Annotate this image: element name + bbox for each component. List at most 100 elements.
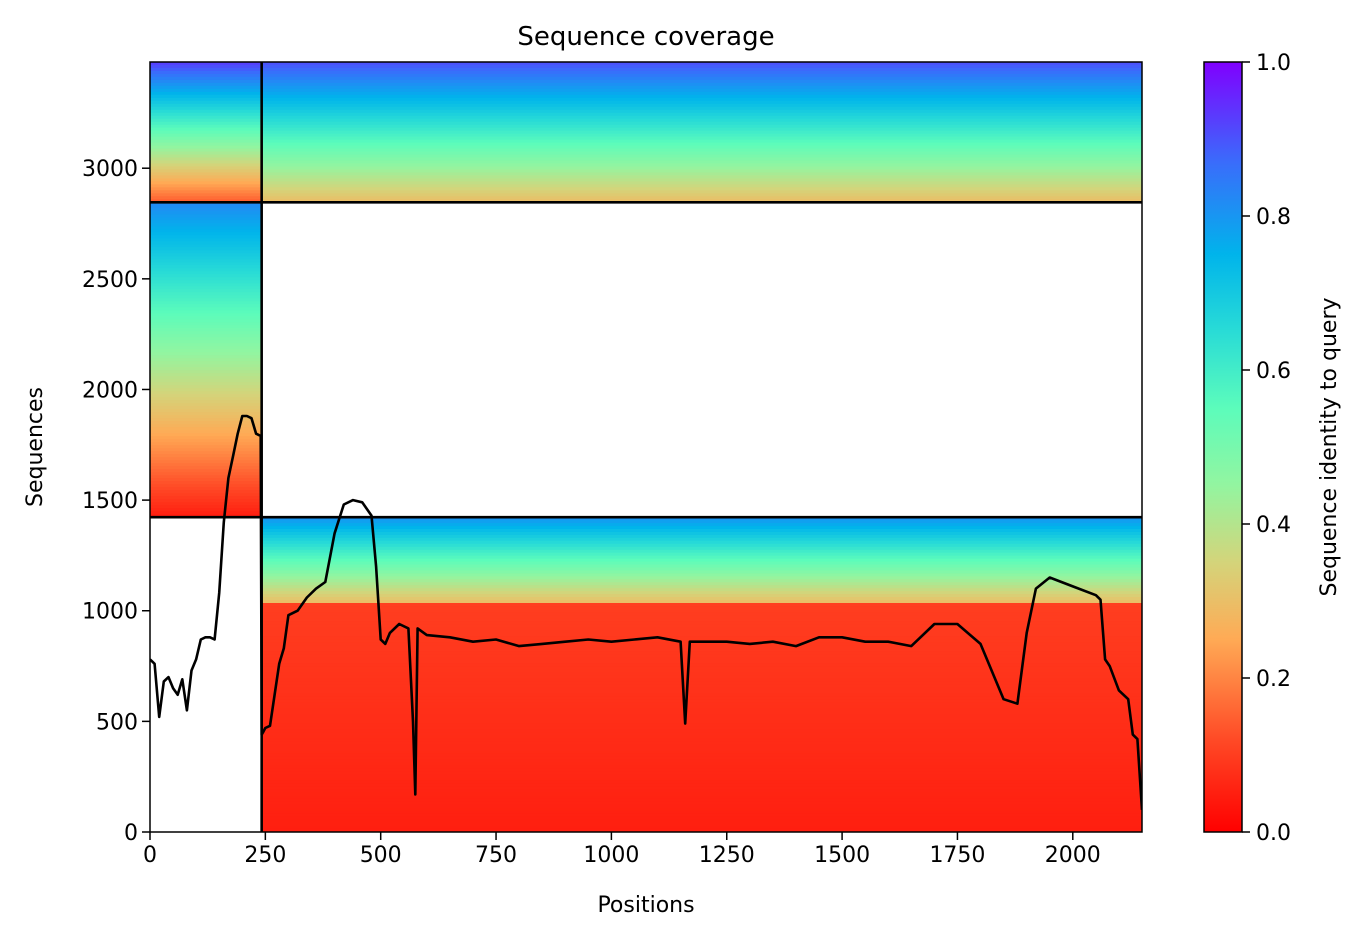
heatmap-band — [150, 76, 262, 81]
heatmap-band — [150, 226, 262, 230]
heatmap-band — [261, 79, 1142, 84]
heatmap-band — [150, 73, 262, 78]
heatmap-band — [150, 271, 262, 275]
heatmap-band — [261, 819, 1142, 824]
heatmap-band — [150, 466, 262, 470]
heatmap-band — [150, 283, 262, 287]
heatmap-band — [261, 663, 1142, 667]
heatmap-band — [261, 750, 1142, 755]
x-tick-label: 1750 — [929, 843, 985, 868]
heatmap-band — [261, 672, 1142, 676]
heatmap-band — [261, 768, 1142, 773]
heatmap-band — [261, 62, 1142, 66]
heatmap-band — [261, 738, 1142, 743]
heatmap-band — [261, 645, 1142, 649]
heatmap-band — [261, 121, 1142, 126]
heatmap-band — [261, 732, 1142, 737]
heatmap-band — [150, 412, 262, 416]
heatmap-band — [150, 394, 262, 398]
heatmap-band — [261, 91, 1142, 96]
heatmap-band — [150, 436, 262, 440]
colorbar: 0.0 0.2 0.4 0.6 0.8 1.0 Sequence identity to … — [1203, 51, 1342, 846]
y-tick-label: 0 — [124, 821, 138, 846]
x-tick-label: 750 — [475, 843, 517, 868]
heatmap-band — [150, 208, 262, 212]
colorbar-ticks: 0.0 0.2 0.4 0.6 0.8 1.0 — [1242, 51, 1291, 846]
heatmap-band — [261, 175, 1142, 180]
heatmap-band — [261, 756, 1142, 761]
heatmap-band — [261, 546, 1142, 551]
heatmap-band — [261, 786, 1142, 791]
heatmap-band — [261, 618, 1142, 622]
heatmap-band — [150, 367, 262, 371]
heatmap-band — [261, 726, 1142, 731]
heatmap-band — [150, 133, 262, 138]
heatmap-band — [150, 97, 262, 102]
heatmap-band — [261, 654, 1142, 658]
heatmap-band — [261, 118, 1142, 123]
heatmap-band — [150, 109, 262, 114]
heatmap-band — [261, 94, 1142, 99]
heatmap-band — [261, 520, 1142, 524]
heatmap-band — [150, 343, 262, 347]
heatmap-band — [261, 633, 1142, 637]
heatmap-band — [261, 534, 1142, 539]
heatmap-band — [261, 759, 1142, 764]
heatmap-band — [261, 783, 1142, 788]
heatmap-band — [150, 277, 262, 281]
heatmap-band — [261, 178, 1142, 182]
heatmap-band — [261, 528, 1142, 533]
heatmap-band — [261, 804, 1142, 809]
x-axis-title: Positions — [597, 893, 694, 918]
heatmap-band — [261, 795, 1142, 800]
heatmap-band — [150, 298, 262, 302]
heatmap-band — [150, 286, 262, 290]
heatmap-band — [150, 334, 262, 338]
heatmap-band — [150, 400, 262, 404]
heatmap-band — [150, 346, 262, 350]
heatmap-band — [261, 741, 1142, 746]
heatmap-band — [150, 442, 262, 446]
heatmap-band — [150, 190, 262, 194]
heatmap-band — [150, 103, 262, 108]
heatmap-band — [261, 570, 1142, 574]
heatmap-band — [261, 163, 1142, 168]
colorbar-tick-label: 0.0 — [1256, 821, 1291, 846]
heatmap-band — [150, 64, 262, 69]
heatmap-band — [150, 100, 262, 105]
heatmap-band — [150, 427, 262, 431]
heatmap-band — [150, 217, 262, 221]
heatmap-band — [261, 657, 1142, 661]
heatmap-band — [150, 502, 262, 506]
heatmap-band — [261, 744, 1142, 749]
heatmap-band — [150, 256, 262, 260]
heatmap-band — [150, 136, 262, 141]
y-axis-ticks: 0 500 1000 1500 2000 2500 3000 — [82, 157, 150, 846]
heatmap-band — [261, 615, 1142, 619]
heatmap-band — [150, 352, 262, 356]
heatmap-band — [150, 511, 262, 515]
heatmap-band — [150, 481, 262, 485]
heatmap-band — [150, 499, 262, 503]
heatmap-band — [150, 220, 262, 224]
x-tick-label: 0 — [143, 843, 157, 868]
heatmap-band — [150, 151, 262, 156]
heatmap-band — [150, 310, 262, 314]
heatmap-band — [261, 133, 1142, 138]
heatmap-band — [150, 415, 262, 419]
heatmap-band — [150, 214, 262, 218]
heatmap-band — [150, 313, 262, 317]
heatmap-band — [261, 76, 1142, 81]
heatmap-band — [261, 753, 1142, 758]
heatmap-band — [261, 789, 1142, 794]
heatmap-band — [261, 792, 1142, 797]
heatmap-band — [261, 627, 1142, 631]
heatmap-band — [150, 91, 262, 96]
heatmap-band — [150, 121, 262, 126]
heatmap-band — [150, 145, 262, 150]
heatmap-band — [261, 651, 1142, 655]
heatmap-band — [150, 178, 262, 182]
heatmap-band — [261, 690, 1142, 694]
heatmap-band — [261, 762, 1142, 767]
heatmap-band — [150, 163, 262, 168]
